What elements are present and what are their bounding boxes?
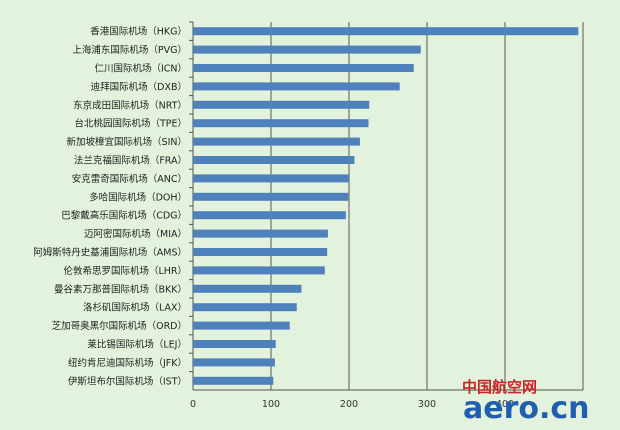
bar <box>193 192 349 201</box>
category-label: 芝加哥奥黑尔国际机场（ORD） <box>52 320 187 332</box>
bar <box>193 321 290 330</box>
watermark-cn-text: 中国航空网 <box>462 378 537 396</box>
category-label: 法兰克福国际机场（FRA） <box>74 155 187 167</box>
x-tick-label: 300 <box>418 399 436 410</box>
bar <box>193 358 275 367</box>
x-tick-labels: 0 100 200 300 400 <box>190 399 514 410</box>
x-tick-label: 400 <box>496 399 514 410</box>
category-label: 巴黎戴高乐国际机场（CDG） <box>61 210 187 222</box>
category-label: 台北桃园国际机场（TPE） <box>74 118 187 130</box>
x-tick-label: 200 <box>340 399 358 410</box>
category-label: 迪拜国际机场（DXB） <box>91 81 187 93</box>
category-label: 阿姆斯特丹史基浦国际机场（AMS） <box>33 247 187 259</box>
category-label: 上海浦东国际机场（PVG） <box>72 44 187 56</box>
category-label: 新加坡樟宜国际机场（SIN） <box>67 136 187 148</box>
category-labels: 香港国际机场（HKG） 上海浦东国际机场（PVG） 仁川国际机场（ICN） 迪拜国际机… <box>33 26 187 388</box>
bar <box>193 284 302 293</box>
category-label: 安克雷奇国际机场（ANC） <box>72 173 187 185</box>
category-label: 多哈国际机场（DOH） <box>89 191 187 203</box>
category-label: 伊斯坦布尔国际机场（IST） <box>68 375 187 387</box>
bar <box>193 27 579 36</box>
bar <box>193 100 370 109</box>
category-label: 曼谷素万那普国际机场（BKK） <box>54 283 187 295</box>
bar <box>193 211 346 220</box>
bar <box>193 248 328 256</box>
category-label: 洛杉矶国际机场（LAX） <box>83 302 187 314</box>
category-label: 迈阿密国际机场（MIA） <box>84 228 187 240</box>
bar <box>193 266 325 275</box>
category-label: 伦敦希思罗国际机场（LHR） <box>63 265 187 277</box>
category-label: 仁川国际机场（ICN） <box>94 63 187 75</box>
watermark-en-text: aero.cn <box>463 391 590 426</box>
category-label: 莱比锡国际机场（LEJ） <box>87 339 187 351</box>
bar <box>193 174 349 183</box>
bar <box>193 156 355 164</box>
bar <box>193 303 297 312</box>
bar <box>193 376 274 385</box>
bars <box>189 21 579 385</box>
bar <box>193 119 369 128</box>
bar <box>193 64 414 72</box>
watermark-logo: 中国航空网 aero.cn <box>462 378 590 426</box>
bar <box>193 229 328 238</box>
bar <box>193 137 360 146</box>
x-tick-label: 100 <box>262 399 280 410</box>
bar <box>193 45 421 54</box>
bar <box>193 340 276 348</box>
plot-area <box>193 22 583 390</box>
category-label: 纽约肯尼迪国际机场（JFK） <box>68 357 187 369</box>
category-label: 香港国际机场（HKG） <box>90 26 187 38</box>
category-label: 东京成田国际机场（NRT） <box>73 99 187 111</box>
bar <box>193 82 400 91</box>
x-tick-label: 0 <box>190 399 196 410</box>
